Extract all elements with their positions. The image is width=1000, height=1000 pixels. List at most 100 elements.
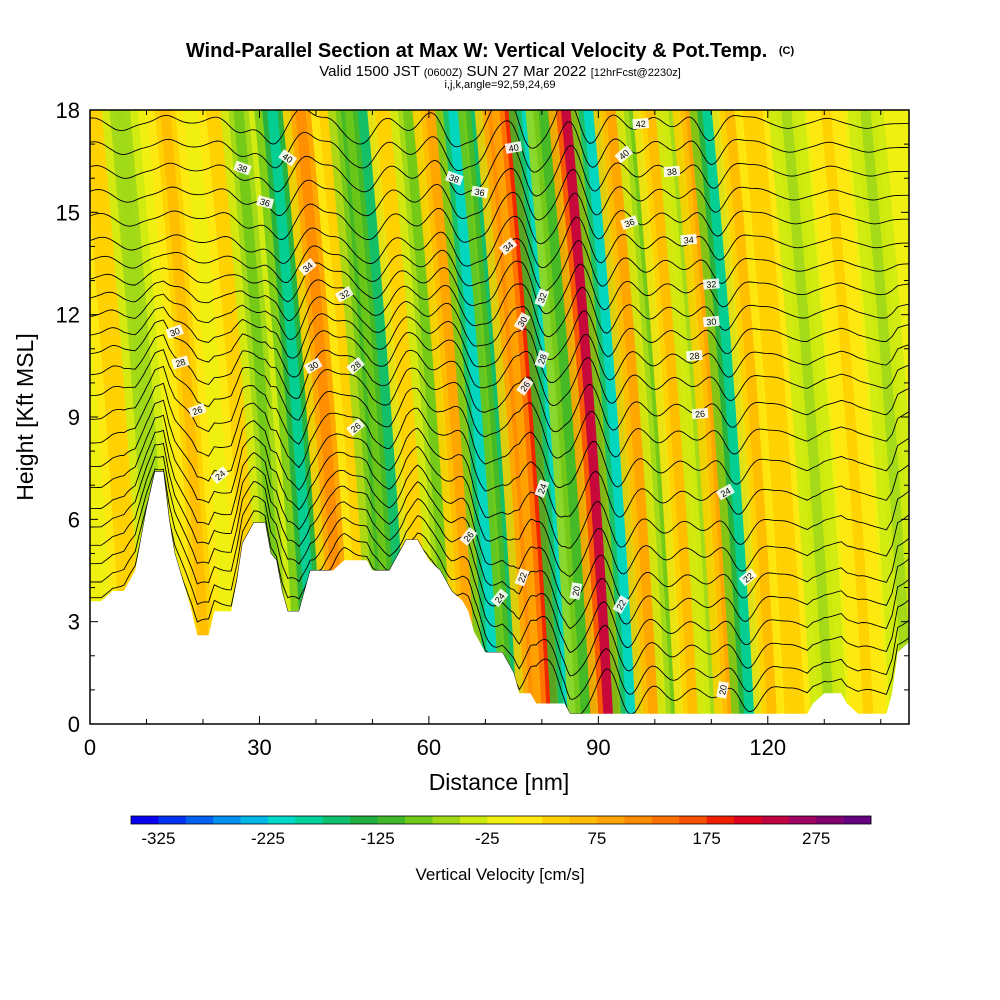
velocity-band bbox=[159, 110, 213, 724]
colorbar-tick-label: -25 bbox=[475, 829, 500, 848]
contour-label-box bbox=[663, 165, 681, 178]
contour-label: 20 bbox=[716, 681, 729, 699]
y-tick-label: 9 bbox=[68, 405, 80, 430]
contour-label-box bbox=[534, 349, 550, 369]
contour-label: 30 bbox=[165, 324, 184, 340]
chart-title-mark: (C) bbox=[779, 45, 795, 57]
colorbar bbox=[130, 815, 872, 825]
colorbar-tick-label: 75 bbox=[587, 829, 606, 848]
contour-label-text: 42 bbox=[635, 119, 646, 130]
terrain bbox=[90, 471, 909, 724]
velocity-band bbox=[90, 110, 140, 724]
contour-label-box bbox=[233, 160, 252, 176]
contour-label: 20 bbox=[569, 582, 583, 600]
x-tick-label: 0 bbox=[84, 735, 96, 760]
isentrope-line bbox=[90, 238, 909, 292]
contour-label-text: 22 bbox=[614, 598, 628, 612]
contour-label: 40 bbox=[614, 145, 634, 164]
subtitle-forecast: [12hrFcst@2230z] bbox=[591, 67, 681, 79]
velocity-band bbox=[583, 110, 637, 724]
contour-label-box bbox=[334, 285, 354, 303]
isentrope-line bbox=[90, 260, 909, 315]
contour-label: 30 bbox=[702, 315, 720, 328]
contour-label: 36 bbox=[256, 195, 275, 210]
contour-label-box bbox=[516, 376, 534, 396]
contour-label-text: 26 bbox=[518, 380, 532, 394]
colorbar-swatch bbox=[185, 816, 214, 824]
colorbar-swatch bbox=[295, 816, 324, 824]
contour-label-box bbox=[612, 595, 630, 615]
contour-label-text: 24 bbox=[536, 482, 549, 495]
y-axis-label: Height [Kft MSL] bbox=[12, 333, 38, 500]
x-tick-label: 30 bbox=[247, 735, 271, 760]
chart-subtitle-indices: i,j,k,angle=92,59,24,69 bbox=[444, 79, 555, 91]
contour-label-box bbox=[691, 407, 709, 420]
x-axis-label: Distance [nm] bbox=[429, 769, 570, 795]
contour-label-box bbox=[346, 418, 365, 437]
contour-label: 28 bbox=[346, 356, 365, 375]
contour-label-box bbox=[298, 257, 317, 276]
contour-label-text: 28 bbox=[174, 357, 186, 369]
contour-label: 38 bbox=[445, 170, 464, 186]
contour-label-box bbox=[165, 324, 184, 340]
colorbar-swatch bbox=[679, 816, 707, 824]
contour-label-text: 30 bbox=[516, 315, 530, 329]
contour-label: 24 bbox=[715, 483, 735, 501]
contour-label-box bbox=[569, 582, 583, 600]
y-tick-label: 6 bbox=[68, 507, 80, 532]
contour-label-box bbox=[256, 195, 275, 210]
contour-label-box bbox=[702, 278, 720, 290]
colorbar-swatch bbox=[158, 816, 187, 824]
contour-label-text: 38 bbox=[666, 166, 677, 177]
colorbar-tick-label: 175 bbox=[692, 829, 720, 848]
x-tick-label: 60 bbox=[417, 735, 441, 760]
contour-label-box bbox=[702, 315, 720, 328]
contour-label-text: 24 bbox=[213, 468, 227, 482]
velocity-band bbox=[425, 110, 479, 724]
contour-label: 22 bbox=[612, 595, 630, 615]
contour-label: 28 bbox=[534, 349, 550, 369]
colorbar-swatch bbox=[816, 816, 844, 824]
isentrope-line bbox=[90, 144, 909, 197]
colorbar-swatch bbox=[569, 816, 598, 824]
contour-label-box bbox=[346, 356, 365, 375]
contour-label-box bbox=[534, 288, 550, 307]
contour-label-text: 40 bbox=[280, 151, 294, 165]
contour-label: 36 bbox=[470, 185, 489, 199]
contour-label-text: 36 bbox=[474, 187, 486, 199]
contour-label: 38 bbox=[233, 160, 252, 176]
contour-label-text: 40 bbox=[617, 148, 631, 162]
subtitle-utc-time: (0600Z) bbox=[424, 67, 463, 79]
y-tick-label: 0 bbox=[68, 712, 80, 737]
contour-label: 24 bbox=[210, 466, 230, 484]
colorbar-tick-label: -325 bbox=[141, 829, 175, 848]
contour-label-box bbox=[716, 681, 729, 699]
contour-label-box bbox=[680, 233, 698, 246]
x-tick-label: 120 bbox=[749, 735, 786, 760]
colorbar-swatch bbox=[213, 816, 241, 824]
colorbar-swatch bbox=[651, 816, 680, 824]
contour-label: 24 bbox=[490, 588, 509, 608]
contour-label: 30 bbox=[303, 357, 323, 375]
isentrope-line bbox=[90, 382, 909, 518]
isentrope-line bbox=[90, 306, 909, 383]
contour-label-box bbox=[685, 349, 703, 362]
contour-label-box bbox=[210, 466, 230, 484]
chart-title-text: Wind-Parallel Section at Max W: Vertical… bbox=[186, 40, 767, 62]
y-tick-label: 3 bbox=[68, 610, 80, 635]
contour-label: 26 bbox=[346, 418, 365, 437]
contour-label-box bbox=[459, 527, 478, 546]
velocity-band bbox=[606, 110, 660, 724]
contour-label-text: 20 bbox=[717, 684, 729, 696]
contour-label-text: 22 bbox=[741, 571, 755, 585]
contour-label-box bbox=[278, 149, 298, 167]
contour-label-text: 34 bbox=[683, 235, 694, 246]
contour-label-box bbox=[504, 141, 523, 154]
contour-label-text: 32 bbox=[536, 291, 549, 304]
contour-label-text: 30 bbox=[307, 359, 321, 373]
contour-label-box bbox=[490, 588, 509, 608]
isentrope-line bbox=[90, 429, 909, 606]
contour-label: 40 bbox=[278, 149, 298, 167]
